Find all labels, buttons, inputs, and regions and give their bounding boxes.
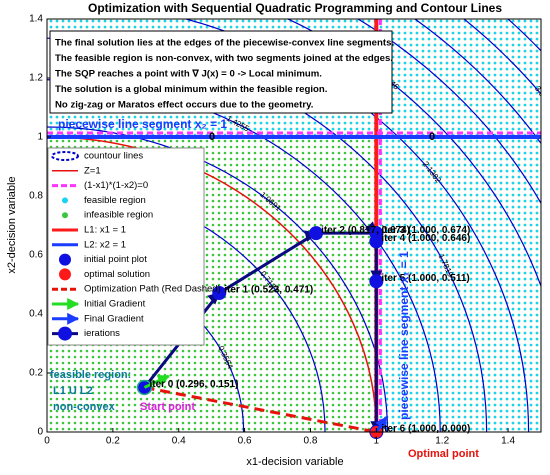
x-tick-label: 1.4	[501, 436, 515, 447]
gradient-arrow	[143, 374, 170, 389]
contour-line	[413, 19, 541, 145]
legend-entry: (1-x1)*(1-x2)=0	[52, 180, 148, 191]
overlay: iter 0 (0.296, 0.151) iter 1 (0.523, 0.47…	[46, 18, 542, 460]
legend-entry: optimal solution	[59, 268, 150, 281]
y-tick-label: 0.4	[29, 309, 43, 320]
iteration-label: iter 2 (0.817, 0.674)	[321, 225, 410, 236]
legend-label: Initial Gradient	[84, 299, 146, 310]
legend-entry: countour lines	[51, 151, 143, 162]
legend-label: countour lines	[84, 151, 143, 162]
legend-entry: infeasible region	[62, 210, 153, 221]
x-tick-label: 1.2	[435, 436, 449, 447]
legend-entry: Z=1	[52, 165, 101, 176]
y-tick-label: 1.4	[29, 14, 43, 25]
constraint-label: 0	[429, 131, 435, 143]
legend-label: Optimization Path (Red Dashed)	[84, 284, 221, 295]
legend-icon	[51, 151, 79, 161]
legend-entry: feasible region	[62, 195, 146, 206]
iteration-label: iter 4 (1.000, 0.646)	[381, 233, 470, 244]
optimal-label: Optimal point	[408, 448, 479, 460]
legend-entry: L2: x2 = 1	[52, 239, 126, 250]
note-line: The final solution lies at the edges of …	[55, 38, 394, 49]
legend-entry: L1: x1 = 1	[52, 225, 126, 236]
legend-label: (1-x1)*(1-x2)=0	[84, 180, 148, 191]
iteration-point	[369, 234, 384, 249]
y-axis-label: x2-decision variable	[6, 176, 18, 273]
legend-label: initial point plot	[84, 254, 147, 265]
legend-icon	[62, 197, 68, 204]
legend-icon	[62, 212, 68, 219]
y-tick-label: 0.8	[29, 191, 43, 202]
chart-title: Optimization with Sequential Quadratic P…	[88, 1, 502, 15]
legend-icon	[58, 326, 72, 341]
x-tick-label: 0.4	[172, 436, 186, 447]
y-tick-label: 1	[37, 132, 43, 143]
region-note: L1 U L2	[53, 385, 93, 397]
note-line: The feasible region is non-convex, with …	[55, 53, 393, 64]
legend-label: feasible region	[84, 195, 146, 206]
constraint-label: 0	[209, 131, 215, 143]
iteration-label: iter 3 (1.000, 0.674)	[381, 225, 470, 236]
legend-label: L1: x1 = 1	[84, 225, 126, 236]
legend-label: ierations	[84, 328, 120, 339]
legend-icon	[59, 253, 71, 266]
text-box	[49, 30, 393, 114]
note-line: The SQP reaches a point with ∇ J(x) = 0 …	[55, 69, 322, 80]
y-tick-label: 0.2	[29, 368, 43, 379]
iteration-point	[309, 226, 324, 241]
gradient-arrow	[375, 416, 388, 433]
y-tick-label: 0	[37, 427, 43, 438]
region-note: non-convex	[53, 401, 116, 413]
plot-frame	[46, 18, 542, 433]
legend-label: Final Gradient	[84, 313, 144, 324]
x-tick-label: 0.6	[238, 436, 252, 447]
legend-entry: Optimization Path (Red Dashed)	[52, 284, 221, 295]
contour-line	[356, 19, 541, 205]
y-tick-label: 0.6	[29, 250, 43, 261]
legend-icon	[59, 268, 71, 281]
x-tick-label: 0.2	[106, 436, 120, 447]
region-note: feasible region:	[50, 369, 131, 381]
iteration-point	[212, 286, 227, 301]
contour-line	[183, 19, 530, 432]
legend-entry: Final Gradient	[52, 312, 144, 325]
x-axis-label: x1-decision variable	[246, 456, 343, 468]
segment-label: piecewise line segment x₁ = 1	[397, 251, 411, 420]
iteration-label: iter 5 (1.000, 0.511)	[381, 273, 469, 284]
y-tick-label: 1.2	[29, 73, 43, 84]
legend-label: L2: x2 = 1	[84, 239, 126, 250]
iteration-label: iter 6 (1.000, 0.000)	[381, 424, 470, 435]
legend-entry: ierations	[52, 326, 120, 341]
contour-line	[463, 19, 541, 95]
note-line: No zig-zag or Maratos effect occurs due …	[55, 100, 313, 111]
legend-label: optimal solution	[84, 269, 150, 280]
note-line: The solution is a global minimum within …	[55, 84, 327, 95]
legend-box	[47, 147, 205, 346]
segment-label: piecewise line segment x₂ = 1	[58, 117, 227, 131]
iteration-label: iter 0 (0.296, 0.151)	[149, 379, 238, 390]
iteration-point	[369, 274, 384, 289]
legend-label: infeasible region	[84, 210, 153, 221]
iteration-label: iter 1 (0.523, 0.471)	[224, 285, 313, 296]
contour-line	[286, 19, 541, 289]
legend-label: Z=1	[84, 165, 101, 176]
x-tick-label: 0.8	[304, 436, 318, 447]
x-tick-label: 1	[374, 436, 380, 447]
start-label: Start point	[140, 401, 195, 413]
x-tick-label: 0	[44, 436, 50, 447]
legend-entry: initial point plot	[59, 253, 147, 266]
legend-entry: Initial Gradient	[52, 298, 146, 310]
